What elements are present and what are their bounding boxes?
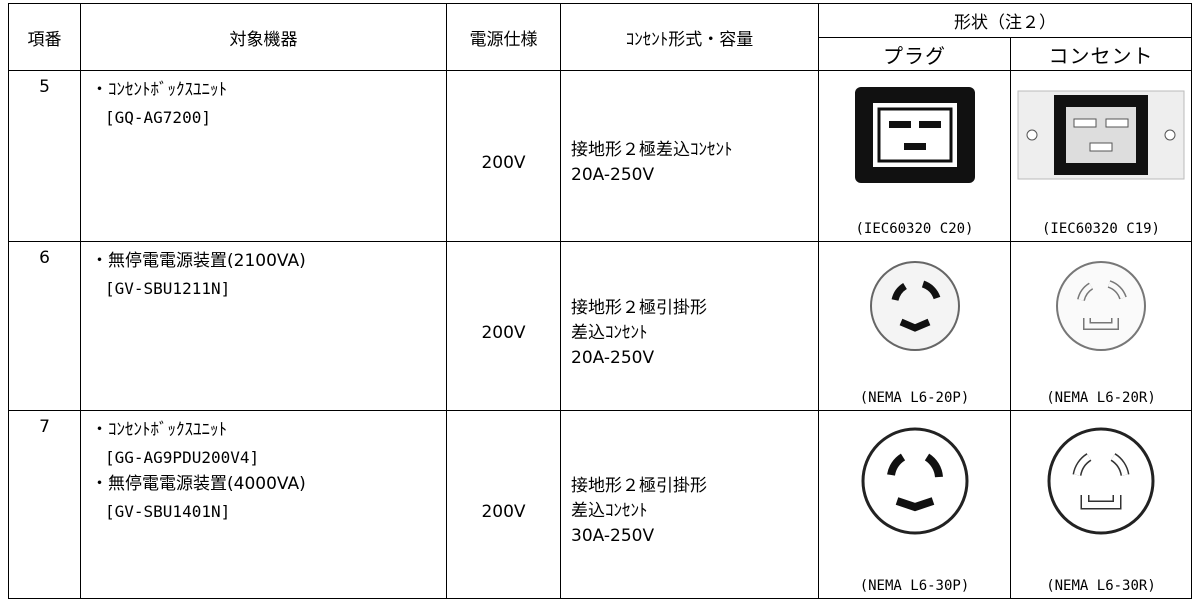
device-line: ・ｺﾝｾﾝﾄﾎﾞｯｸｽﾕﾆｯﾄ	[91, 80, 227, 100]
header-cell: 電源仕様	[446, 3, 561, 71]
row: 6 ・無停電電源装置(2100VA) [GV-SBU1211N] 200V 接地…	[8, 241, 1192, 411]
header-row: 項番 対象機器 電源仕様 ｺﾝｾﾝﾄ形式・容量 形状（注２）	[8, 3, 1192, 71]
device-line: ・無停電電源装置(2100VA)	[91, 251, 306, 271]
outlet-line: 20A-250V	[571, 165, 655, 185]
row: 5 ・ｺﾝｾﾝﾄﾎﾞｯｸｽﾕﾆｯﾄ [GQ-AG7200] 200V 接地形２極…	[8, 70, 1192, 242]
header-cell: ｺﾝｾﾝﾄ形式・容量	[560, 3, 819, 71]
outlet-cell: 接地形２極引掛形 差込ｺﾝｾﾝﾄ 30A-250V	[560, 410, 819, 599]
outlet-line: 接地形２極差込ｺﾝｾﾝﾄ	[571, 140, 733, 160]
plug-caption: (IEC60320 C20)	[855, 221, 974, 237]
device-line: ・ｺﾝｾﾝﾄﾎﾞｯｸｽﾕﾆｯﾄ	[91, 420, 227, 440]
header-cell: 形状（注２）	[818, 3, 1192, 38]
power-cell: 200V	[446, 241, 561, 411]
plug-caption: (NEMA L6-30P)	[859, 578, 970, 594]
power-cell: 200V	[446, 70, 561, 242]
outlet-line: 差込ｺﾝｾﾝﾄ	[571, 322, 648, 343]
receptacle-caption: (IEC60320 C19)	[1041, 221, 1160, 237]
device-line: [GV-SBU1401N]	[105, 502, 231, 521]
device-line: [GQ-AG7200]	[105, 108, 211, 127]
l6-20r-icon	[1056, 261, 1146, 351]
header-cell: コンセント	[1010, 37, 1192, 71]
receptacle-cell: (IEC60320 C19)	[1010, 70, 1192, 242]
outlet-cell: 接地形２極引掛形 差込ｺﾝｾﾝﾄ 20A-250V	[560, 241, 819, 411]
outlet-cell: 接地形２極差込ｺﾝｾﾝﾄ 20A-250V	[560, 70, 819, 242]
no-cell: 5	[8, 70, 81, 242]
header-row: プラグ コンセント	[9, 37, 1192, 71]
power-cell: 200V	[446, 410, 561, 599]
device-cell: ・ｺﾝｾﾝﾄﾎﾞｯｸｽﾕﾆｯﾄ [GQ-AG7200]	[80, 70, 447, 242]
receptacle-caption: (NEMA L6-20R)	[1046, 390, 1156, 406]
device-line: ・無停電電源装置(4000VA)	[91, 474, 306, 494]
outlet-line: 接地形２極引掛形	[571, 476, 707, 496]
device-cell: ・無停電電源装置(2100VA) [GV-SBU1211N]	[80, 241, 447, 411]
outlet-table: 項番 対象機器 電源仕様 ｺﾝｾﾝﾄ形式・容量 形状（注２） プラグ コンセント…	[8, 3, 1192, 599]
no-cell: 6	[8, 241, 81, 411]
outlet-line: 30A-250V	[571, 526, 655, 546]
plug-cell: (NEMA L6-20P)	[818, 241, 1011, 411]
l6-30p-icon	[861, 427, 968, 535]
header-cell: 対象機器	[80, 3, 447, 71]
outlet-line: 差込ｺﾝｾﾝﾄ	[571, 501, 648, 521]
plug-cell: (IEC60320 C20)	[818, 70, 1011, 242]
c19-icon	[1017, 90, 1185, 180]
device-line: [GG-AG9PDU200V4]	[105, 448, 260, 467]
outlet-line: 20A-250V	[571, 347, 655, 368]
device-cell: ・ｺﾝｾﾝﾄﾎﾞｯｸｽﾕﾆｯﾄ [GG-AG9PDU200V4] ・無停電電源装…	[80, 410, 447, 599]
receptacle-cell: (NEMA L6-20R)	[1010, 241, 1192, 411]
l6-30r-icon	[1047, 427, 1155, 535]
receptacle-caption: (NEMA L6-30R)	[1046, 578, 1156, 594]
c20-icon	[854, 87, 975, 183]
device-line: [GV-SBU1211N]	[105, 279, 231, 298]
plug-cell: (NEMA L6-30P)	[818, 410, 1011, 599]
outlet-line: 接地形２極引掛形	[571, 297, 707, 318]
header-cell: 項番	[8, 3, 81, 71]
header-cell: プラグ	[818, 37, 1011, 71]
receptacle-cell: (NEMA L6-30R)	[1010, 410, 1192, 599]
row: 7 ・ｺﾝｾﾝﾄﾎﾞｯｸｽﾕﾆｯﾄ [GG-AG9PDU200V4] ・無停電電…	[8, 410, 1192, 599]
no-cell: 7	[8, 410, 81, 599]
plug-caption: (NEMA L6-20P)	[859, 390, 970, 406]
l6-20p-icon	[869, 261, 960, 351]
